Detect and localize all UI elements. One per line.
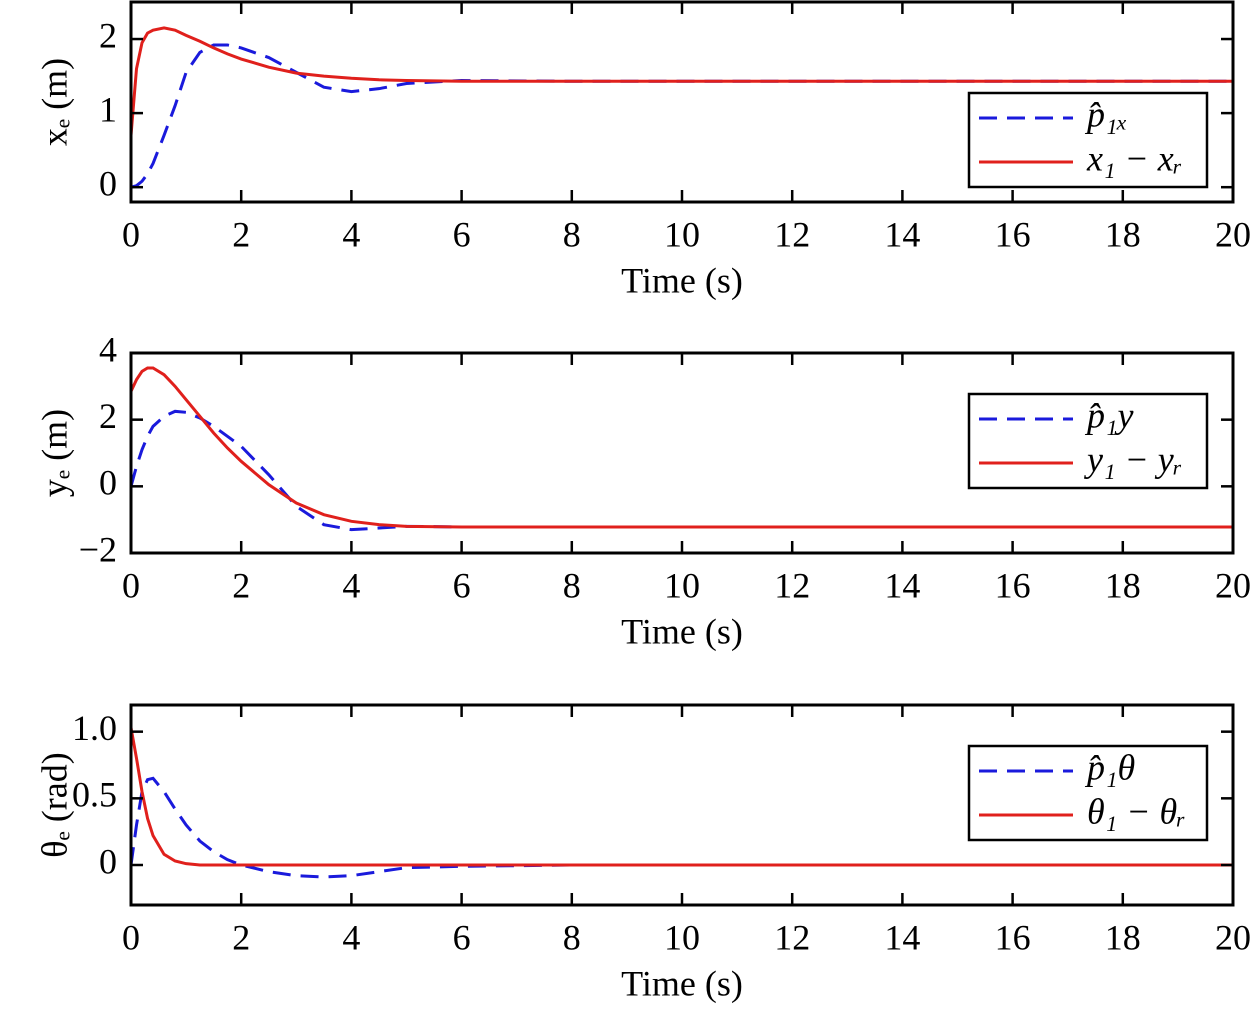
x-tick-label: 16 [995,917,1031,957]
x-tick-label: 18 [1105,214,1141,254]
x-axis-label: Time (s) [621,963,743,1003]
legend-box [967,744,1209,842]
legend-box [967,392,1209,490]
x-tick-label: 0 [122,214,140,254]
legend-label: p̂₁θ [1084,747,1135,787]
x-tick-label: 2 [232,565,250,605]
y-tick-label: 2 [99,396,117,436]
y-tick-label: 0 [99,463,117,503]
x-tick-label: 12 [774,917,810,957]
x-tick-label: 18 [1105,917,1141,957]
x-tick-label: 10 [664,214,700,254]
y-axis-label: yₑ (m) [34,409,74,497]
x-tick-label: 4 [342,917,360,957]
x-tick-label: 16 [995,214,1031,254]
x-tick-label: 6 [453,565,471,605]
y-axis-label: xₑ (m) [34,58,74,146]
y-tick-label: 4 [99,329,117,369]
x-tick-label: 14 [884,917,920,957]
legend-label: p̂₁y [1084,395,1134,435]
x-tick-label: 10 [664,565,700,605]
x-tick-label: 8 [563,565,581,605]
x-tick-label: 0 [122,565,140,605]
x-tick-label: 20 [1215,565,1251,605]
x-tick-label: 20 [1215,214,1251,254]
x-tick-label: 8 [563,214,581,254]
y-tick-label: 1 [99,89,117,129]
legend-label: y₁ − yᵣ [1084,439,1183,479]
x-tick-label: 4 [342,565,360,605]
x-tick-label: 6 [453,214,471,254]
x-tick-label: 14 [884,214,920,254]
x-tick-label: 16 [995,565,1031,605]
y-axis-label: θₑ (rad) [34,752,74,857]
data-line [129,776,1233,879]
x-tick-label: 18 [1105,565,1141,605]
x-tick-label: 14 [884,565,920,605]
y-tick-label: 0 [99,841,117,881]
data-line [129,727,1233,867]
x-tick-label: 2 [232,917,250,957]
y-tick-label: 0.5 [72,775,117,815]
x-tick-label: 12 [774,214,810,254]
y-tick-label: 1.0 [72,708,117,748]
x-tick-label: 20 [1215,917,1251,957]
x-axis-label: Time (s) [621,611,743,651]
x-tick-label: 10 [664,917,700,957]
x-axis-label: Time (s) [621,260,743,300]
x-tick-label: 8 [563,917,581,957]
legend-label: θ₁ − θᵣ [1087,791,1186,831]
legend-label: x₁ − xᵣ [1086,138,1183,178]
y-tick-label: 2 [99,15,117,55]
data-line [129,26,1233,136]
legend-box [967,91,1209,189]
x-tick-label: 6 [453,917,471,957]
x-tick-label: 4 [342,214,360,254]
x-tick-label: 12 [774,565,810,605]
y-tick-label: 0 [99,163,117,203]
x-tick-label: 2 [232,214,250,254]
data-line [129,366,1233,529]
x-tick-label: 0 [122,917,140,957]
y-tick-label: −2 [79,529,117,569]
legend-label: p̂₁ₓ [1084,94,1128,134]
